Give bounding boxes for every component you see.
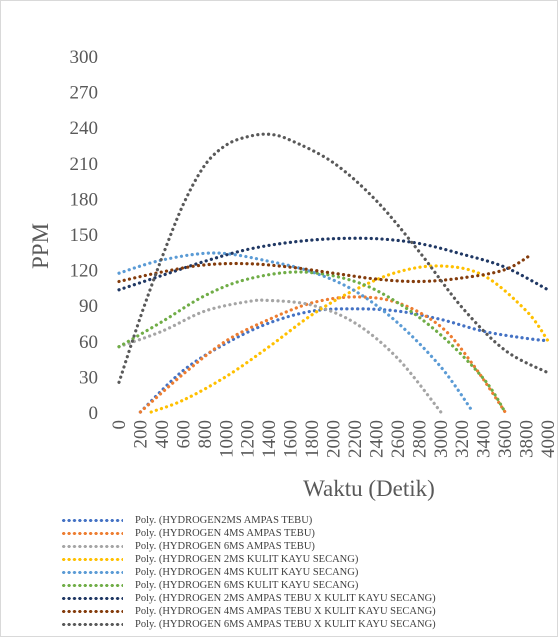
legend-item: Poly. (HYDROGEN 2MS AMPAS TEBU X KULIT K… xyxy=(61,592,541,605)
x-tick-label: 0 xyxy=(109,420,130,430)
series-line-2 xyxy=(138,295,507,414)
legend-item: Poly. (HYDROGEN 6MS AMPAS TEBU X KULIT K… xyxy=(61,618,541,631)
y-tick-label: 120 xyxy=(70,261,99,282)
legend-label: Poly. (HYDROGEN 4MS KULIT KAYU SECANG) xyxy=(135,567,359,578)
legend-label: Poly. (HYDROGEN 2MS AMPAS TEBU X KULIT K… xyxy=(135,593,436,604)
x-tick-label: 200 xyxy=(130,420,151,449)
x-axis-ticks: 0 200 400 600 800 1000 1200 1400 1600 1800 2000 220… xyxy=(109,420,557,458)
legend-item: Poly. (HYDROGEN 4MS KULIT KAYU SECANG) xyxy=(61,566,541,579)
y-tick-label: 180 xyxy=(70,189,99,210)
y-tick-label: 60 xyxy=(79,332,98,353)
legend-label: Poly. (HYDROGEN 6MS AMPAS TEBU X KULIT K… xyxy=(135,619,436,630)
x-tick-label: 1600 xyxy=(281,420,302,458)
legend-swatch xyxy=(61,584,123,587)
series-line-9 xyxy=(117,132,550,384)
series-line-7 xyxy=(117,236,550,292)
y-tick-label: 150 xyxy=(70,225,99,246)
x-tick-label: 400 xyxy=(152,420,173,449)
x-tick-label: 3800 xyxy=(517,420,538,458)
x-tick-label: 2200 xyxy=(345,420,366,458)
legend-item: Poly. (HYDROGEN 4MS AMPAS TEBU X KULIT K… xyxy=(61,605,541,618)
legend-swatch xyxy=(61,545,123,548)
legend-swatch xyxy=(61,532,123,535)
y-tick-label: 90 xyxy=(79,296,98,317)
y-tick-label: 240 xyxy=(70,118,99,139)
x-tick-label: 1000 xyxy=(216,420,237,458)
legend-label: Poly. (HYDROGEN 6MS KULIT KAYU SECANG) xyxy=(135,580,359,591)
legend-item: Poly. (HYDROGEN 6MS KULIT KAYU SECANG) xyxy=(61,579,541,592)
legend-label: Poly. (HYDROGEN 6MS AMPAS TEBU) xyxy=(135,541,315,552)
x-tick-label: 2800 xyxy=(409,420,430,458)
x-tick-label: 4000 xyxy=(538,420,557,458)
x-tick-label: 1800 xyxy=(302,420,323,458)
legend-label: Poly. (HYDROGEN 2MS KULIT KAYU SECANG) xyxy=(135,554,359,565)
legend-swatch xyxy=(61,519,123,522)
series-line-8 xyxy=(117,252,534,284)
x-tick-label: 600 xyxy=(173,420,194,449)
x-tick-label: 1200 xyxy=(238,420,259,458)
x-axis-title: Waktu (Detik) xyxy=(303,476,435,501)
legend: Poly. (HYDROGEN2MS AMPAS TEBU) Poly. (HYD… xyxy=(61,514,541,631)
legend-label: Poly. (HYDROGEN2MS AMPAS TEBU) xyxy=(135,515,313,526)
x-tick-label: 3400 xyxy=(474,420,495,458)
x-tick-label: 3200 xyxy=(452,420,473,458)
y-tick-label: 270 xyxy=(70,83,99,104)
series-line-3 xyxy=(117,298,443,414)
legend-swatch xyxy=(61,623,123,626)
y-axis-title: PPM xyxy=(28,223,53,269)
legend-item: Poly. (HYDROGEN2MS AMPAS TEBU) xyxy=(61,514,541,527)
y-tick-label: 30 xyxy=(79,367,98,388)
y-tick-label: 0 xyxy=(89,403,99,424)
x-tick-label: 2400 xyxy=(366,420,387,458)
series-line-5 xyxy=(117,251,475,414)
x-tick-label: 3600 xyxy=(495,420,516,458)
y-tick-label: 210 xyxy=(70,154,99,175)
plot-area xyxy=(117,132,550,414)
legend-item: Poly. (HYDROGEN 4MS AMPAS TEBU) xyxy=(61,527,541,540)
legend-item: Poly. (HYDROGEN 2MS KULIT KAYU SECANG) xyxy=(61,553,541,566)
x-tick-label: 1400 xyxy=(259,420,280,458)
x-tick-label: 800 xyxy=(195,420,216,449)
series-line-6 xyxy=(117,270,507,414)
x-tick-label: 3000 xyxy=(431,420,452,458)
legend-swatch xyxy=(61,571,123,574)
legend-swatch xyxy=(61,597,123,600)
legend-label: Poly. (HYDROGEN 4MS AMPAS TEBU) xyxy=(135,528,315,539)
legend-label: Poly. (HYDROGEN 4MS AMPAS TEBU X KULIT K… xyxy=(135,606,436,617)
legend-swatch xyxy=(61,558,123,561)
x-tick-label: 2000 xyxy=(324,420,345,458)
legend-item: Poly. (HYDROGEN 6MS AMPAS TEBU) xyxy=(61,540,541,553)
x-tick-label: 2600 xyxy=(388,420,409,458)
legend-swatch xyxy=(61,610,123,613)
y-tick-label: 300 xyxy=(70,47,99,68)
